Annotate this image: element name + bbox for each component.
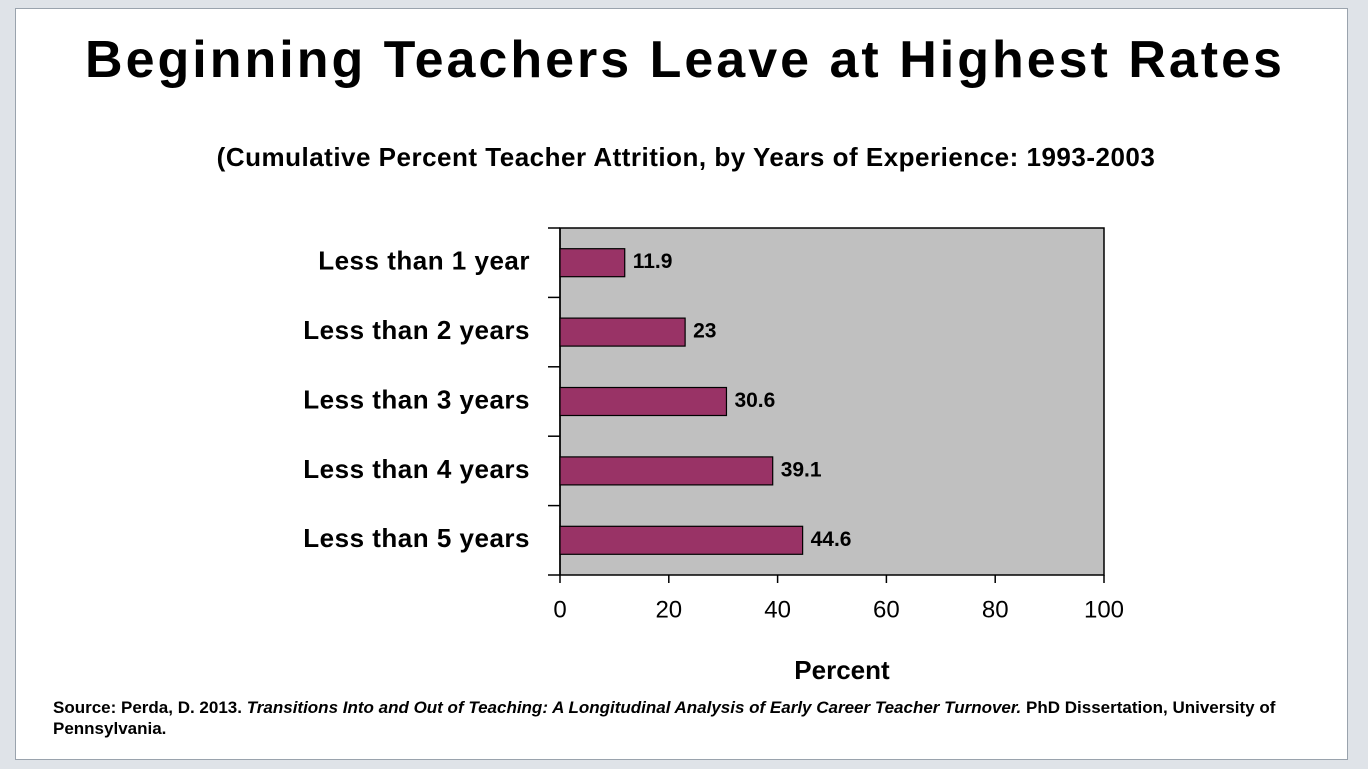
y-tick-label: Less than 5 years	[303, 523, 530, 553]
value-label: 23	[693, 320, 716, 343]
source-title: Transitions Into and Out of Teaching: A …	[246, 698, 1022, 717]
source-text: Source: Perda, D. 2013.	[53, 698, 247, 717]
value-label: 11.9	[633, 250, 673, 273]
x-axis-label: Percent	[794, 655, 890, 685]
chart-subtitle: (Cumulative Percent Teacher Attrition, b…	[216, 142, 1156, 172]
source-note: Source: Perda, D. 2013. Transitions Into…	[53, 697, 1293, 739]
x-tick-label: 20	[655, 596, 682, 623]
y-tick-label: Less than 2 years	[303, 315, 530, 345]
y-tick-label: Less than 4 years	[303, 454, 530, 484]
value-label: 30.6	[734, 389, 775, 412]
y-tick-label: Less than 3 years	[303, 384, 530, 414]
bar	[559, 386, 728, 417]
x-tick-label: 40	[764, 596, 791, 623]
value-label: 39.1	[781, 458, 822, 481]
x-tick-label: 0	[553, 596, 566, 623]
bar	[559, 317, 686, 347]
x-tick-label: 80	[982, 596, 1009, 623]
bar	[559, 248, 626, 278]
bar	[559, 525, 804, 555]
x-tick-label: 60	[873, 596, 900, 623]
x-tick-label: 100	[1084, 596, 1124, 623]
bar	[559, 456, 774, 486]
chart-title: Beginning Teachers Leave at Highest Rate…	[85, 31, 1285, 89]
y-tick-label: Less than 1 year	[318, 246, 530, 276]
value-label: 44.6	[811, 528, 852, 551]
source-text: PhD Dissertation, University of Pennsylv…	[53, 698, 1276, 738]
